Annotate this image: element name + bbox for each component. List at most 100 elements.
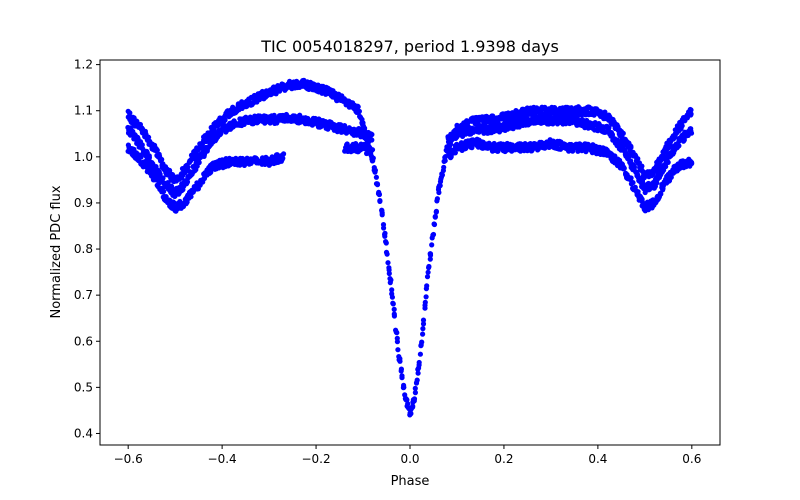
x-tick-label: 0.2 [494, 452, 513, 466]
data-point [440, 167, 446, 174]
data-point [146, 155, 152, 161]
y-tick-label: 0.4 [74, 426, 93, 440]
data-point [377, 198, 383, 204]
y-tick-label: 0.9 [74, 196, 93, 210]
data-point [630, 180, 636, 186]
data-point [160, 175, 166, 181]
y-axis-ticks: 0.4 0.5 0.6 0.7 0.8 0.9 1.0 1.1 1.2 [74, 58, 100, 440]
data-point [412, 385, 418, 391]
data-point [628, 143, 634, 149]
data-point [184, 181, 190, 187]
data-point [665, 159, 671, 165]
data-point [639, 199, 646, 205]
y-tick-label: 1.2 [74, 58, 93, 72]
x-tick-label: 0.0 [400, 452, 419, 466]
data-point [425, 269, 431, 275]
data-point [369, 131, 375, 138]
data-point [632, 184, 638, 190]
data-point [668, 174, 674, 180]
y-tick-label: 0.5 [74, 380, 93, 394]
data-point [410, 403, 416, 409]
data-point [395, 347, 401, 353]
data-point [172, 193, 178, 199]
data-point [355, 104, 361, 110]
data-point [169, 184, 175, 190]
data-point [634, 171, 640, 177]
data-point [390, 301, 396, 307]
y-tick-label: 0.6 [74, 334, 93, 348]
data-point [386, 270, 392, 277]
data-point [639, 178, 646, 184]
data-point [185, 164, 191, 170]
data-point [621, 165, 627, 171]
data-point [427, 256, 433, 262]
y-tick-label: 0.8 [74, 242, 93, 256]
data-point [391, 311, 397, 317]
data-point [166, 167, 173, 173]
data-point [356, 108, 362, 114]
y-tick-label: 1.0 [74, 150, 93, 164]
data-point [239, 155, 246, 162]
data-point [281, 151, 287, 157]
data-point [139, 142, 145, 148]
data-point [429, 242, 435, 248]
data-point [389, 294, 395, 300]
data-point [386, 265, 392, 271]
data-point [157, 171, 163, 177]
data-point [420, 326, 426, 332]
data-point [448, 154, 454, 160]
data-point [679, 123, 685, 129]
data-point [434, 198, 440, 204]
data-point [369, 137, 375, 143]
data-point [420, 321, 427, 327]
data-point [688, 107, 694, 113]
data-point [609, 131, 616, 138]
data-point [420, 331, 426, 337]
data-point [442, 158, 448, 164]
plot-frame [99, 59, 721, 446]
data-point [628, 175, 634, 181]
data-point [688, 130, 695, 136]
data-point [414, 377, 420, 383]
data-point [171, 200, 177, 206]
x-tick-label: −0.4 [208, 452, 237, 466]
data-point [383, 240, 389, 246]
data-point [408, 411, 414, 417]
data-point [433, 209, 439, 215]
data-point [399, 375, 405, 381]
data-point [379, 210, 385, 216]
data-point [436, 189, 442, 196]
data-point [401, 382, 407, 388]
data-point [422, 299, 428, 305]
data-point [420, 317, 427, 323]
data-point [635, 156, 641, 162]
data-point [426, 265, 432, 271]
x-tick-label: −0.2 [301, 452, 330, 466]
data-point [127, 110, 133, 116]
data-point [469, 145, 475, 151]
data-point [354, 143, 360, 149]
data-point [370, 155, 376, 161]
data-point [606, 125, 612, 131]
data-point [138, 154, 144, 160]
data-point [382, 230, 388, 236]
data-point [427, 251, 434, 257]
data-point [438, 176, 444, 182]
data-point [397, 356, 403, 362]
data-point [626, 154, 632, 160]
data-point [373, 174, 379, 180]
data-point [412, 390, 418, 396]
data-point [196, 159, 202, 166]
data-point [424, 274, 431, 280]
x-axis-ticks: −0.6 −0.4 −0.2 0.0 0.2 0.4 0.6 [114, 445, 701, 466]
data-point [154, 147, 160, 153]
data-point [654, 180, 660, 186]
data-point [676, 143, 682, 149]
data-point [415, 370, 421, 376]
y-axis-label: Normalized PDC flux [49, 185, 64, 318]
data-point [398, 366, 404, 372]
data-point [156, 179, 162, 185]
data-point [689, 159, 695, 166]
data-point [423, 294, 429, 300]
data-point [241, 121, 247, 127]
